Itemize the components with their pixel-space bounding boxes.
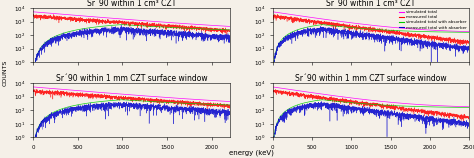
Title: Sr´90 within 1 cm³ CZT: Sr´90 within 1 cm³ CZT xyxy=(87,0,176,8)
Title: Sr´90 within 1 mm CZT surface window: Sr´90 within 1 mm CZT surface window xyxy=(295,74,447,83)
Title: Sr´90 within 1 cm³ CZT: Sr´90 within 1 cm³ CZT xyxy=(327,0,416,8)
Title: Sr´90 within 1 mm CZT surface window: Sr´90 within 1 mm CZT surface window xyxy=(55,74,207,83)
Text: energy (keV): energy (keV) xyxy=(229,150,273,156)
Legend: simulated total, measured total, simulated total with absorber, measured total w: simulated total, measured total, simulat… xyxy=(399,10,467,30)
Text: COUNTS: COUNTS xyxy=(2,60,7,86)
